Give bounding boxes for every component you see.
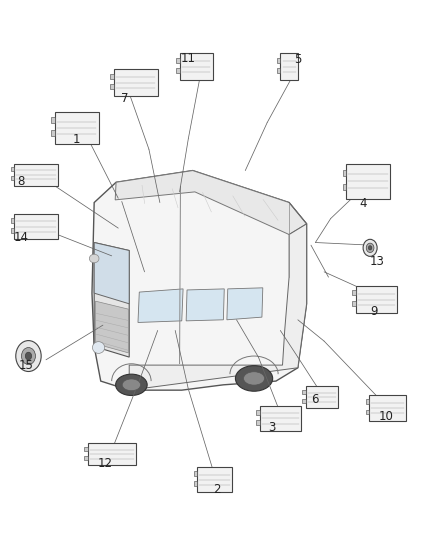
Ellipse shape <box>16 341 41 372</box>
Ellipse shape <box>116 374 147 395</box>
Ellipse shape <box>25 352 32 360</box>
Text: 3: 3 <box>268 421 275 434</box>
Text: 8: 8 <box>18 175 25 188</box>
Bar <box>256 410 259 415</box>
Ellipse shape <box>363 239 377 256</box>
Bar <box>51 130 55 136</box>
Polygon shape <box>94 243 129 357</box>
Bar <box>365 399 369 404</box>
Text: 13: 13 <box>369 255 384 268</box>
Bar <box>180 53 213 80</box>
Bar <box>305 386 338 408</box>
Bar <box>84 456 88 459</box>
Text: 7: 7 <box>121 92 129 105</box>
Ellipse shape <box>366 243 374 253</box>
Ellipse shape <box>235 366 272 391</box>
Polygon shape <box>92 171 307 390</box>
Bar <box>114 69 158 96</box>
Polygon shape <box>115 171 307 235</box>
Bar <box>365 409 369 414</box>
Bar <box>256 420 259 425</box>
Bar <box>176 68 180 74</box>
Bar <box>277 58 280 63</box>
Bar <box>259 406 301 431</box>
Bar <box>110 84 114 90</box>
Polygon shape <box>129 224 307 390</box>
Bar <box>11 218 14 223</box>
Ellipse shape <box>21 348 35 365</box>
Bar <box>194 481 197 486</box>
Polygon shape <box>186 289 224 321</box>
Ellipse shape <box>244 372 265 385</box>
Text: 1: 1 <box>73 133 81 146</box>
Polygon shape <box>95 301 128 353</box>
Bar <box>356 286 398 313</box>
Bar <box>14 214 58 239</box>
Ellipse shape <box>368 246 372 250</box>
Bar <box>346 164 390 198</box>
Text: 9: 9 <box>371 305 378 318</box>
Text: 15: 15 <box>19 359 34 372</box>
Text: 6: 6 <box>311 393 319 406</box>
Bar <box>11 167 14 172</box>
Bar <box>352 290 356 295</box>
Text: 12: 12 <box>98 457 113 470</box>
Bar <box>343 170 346 176</box>
Bar <box>11 228 14 233</box>
Bar <box>14 164 58 186</box>
Ellipse shape <box>122 379 141 391</box>
Ellipse shape <box>89 254 99 263</box>
Text: 4: 4 <box>360 197 367 210</box>
Text: 5: 5 <box>294 53 301 66</box>
Polygon shape <box>138 289 183 322</box>
Bar <box>343 184 346 190</box>
Text: 11: 11 <box>181 52 196 65</box>
Bar <box>88 443 136 465</box>
Bar <box>302 390 305 394</box>
Bar <box>369 395 406 421</box>
Polygon shape <box>227 288 263 320</box>
Bar <box>51 117 55 123</box>
Text: 10: 10 <box>379 410 394 423</box>
Bar <box>197 467 232 492</box>
Bar <box>302 399 305 403</box>
Bar <box>84 447 88 451</box>
Bar <box>352 302 356 306</box>
Text: 14: 14 <box>14 231 28 244</box>
Text: 2: 2 <box>213 483 221 496</box>
Bar <box>280 53 298 80</box>
Bar <box>277 68 280 74</box>
Bar <box>176 58 180 63</box>
Bar <box>194 471 197 476</box>
Bar <box>110 74 114 79</box>
Polygon shape <box>94 243 129 304</box>
Ellipse shape <box>92 342 105 353</box>
Bar <box>55 112 99 144</box>
Bar <box>11 176 14 180</box>
